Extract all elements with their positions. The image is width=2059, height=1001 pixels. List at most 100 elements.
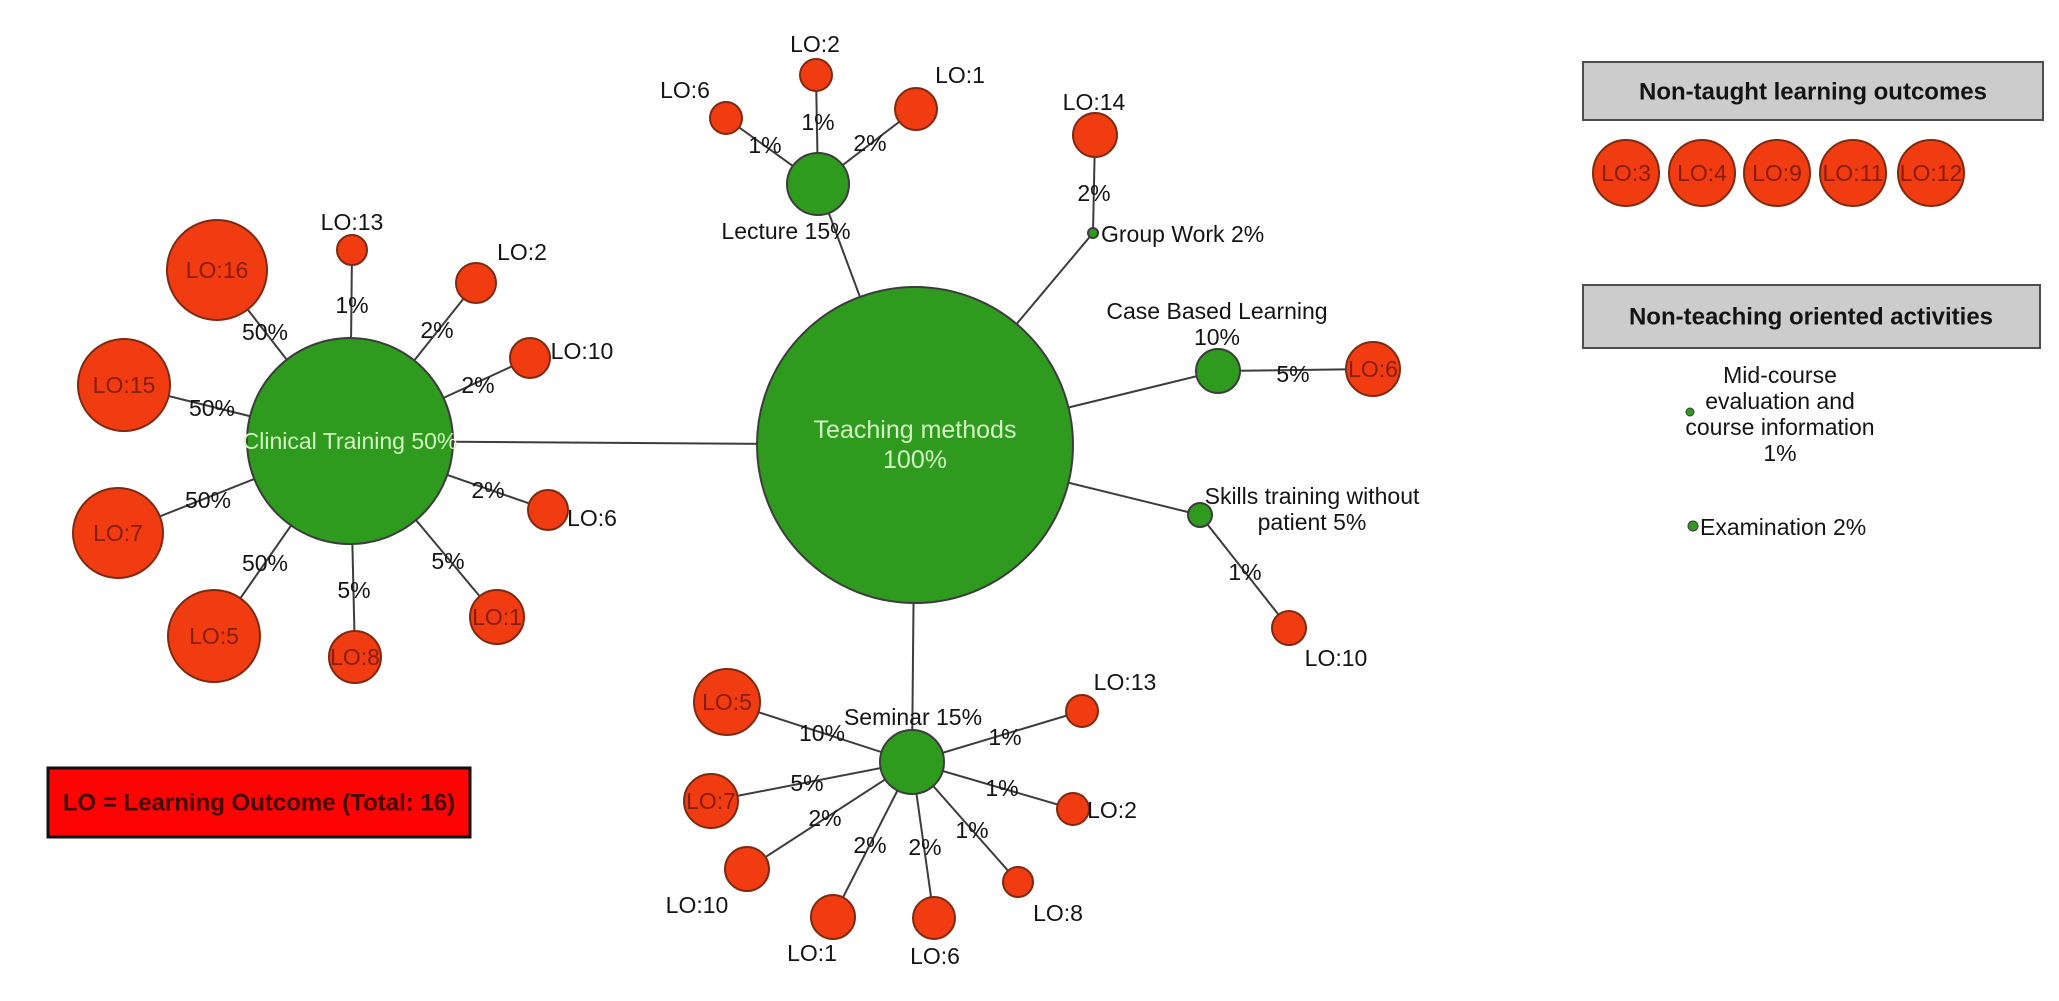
legend-lo-label: LO:12	[1900, 160, 1963, 186]
lo-node	[509, 337, 551, 379]
hub-node-clinical	[246, 337, 454, 545]
lo-node	[1056, 792, 1090, 826]
activity-label: Examination 2%	[1700, 514, 1866, 540]
lo-node	[336, 234, 368, 266]
lo-node	[1271, 610, 1307, 646]
hub-label-teaching: Teaching methods	[814, 416, 1017, 444]
lo-node	[810, 894, 856, 940]
edge-line	[710, 761, 913, 802]
legend-lo-circle	[1743, 139, 1811, 207]
lo-node	[912, 896, 956, 940]
edge-percentage-label: 1%	[988, 724, 1021, 750]
edge-percentage-label: 10%	[799, 720, 845, 746]
lo-node-label: LO:10	[551, 338, 614, 364]
edge-percentage-label: 50%	[242, 319, 288, 345]
activity-label: Mid-course	[1723, 362, 1837, 388]
lo-node-label: LO:1	[472, 604, 522, 630]
lo-node-label: LO:6	[910, 943, 960, 969]
lo-node-label: LO:6	[567, 505, 617, 531]
lo-node-label: LO:8	[1033, 900, 1083, 926]
activity-label: course information	[1685, 414, 1874, 440]
edge-percentage-label: 1%	[955, 817, 988, 843]
lo-node	[328, 630, 382, 684]
lo-node-label: LO:5	[189, 623, 239, 649]
legend-lo-circle	[1592, 139, 1660, 207]
edge-percentage-label: 5%	[1276, 361, 1309, 387]
lo-node-label: LO:10	[666, 892, 729, 918]
hub-label-skills: patient 5%	[1258, 509, 1367, 535]
lo-node-label: LO:2	[1087, 797, 1137, 823]
lo-node-label: LO:16	[186, 257, 249, 283]
lo-node	[1002, 866, 1034, 898]
lo-node-label: LO:13	[1094, 669, 1157, 695]
edge-percentage-label: 1%	[801, 109, 834, 135]
edge-percentage-label: 2%	[853, 832, 886, 858]
legend-lo-label: LO:9	[1752, 160, 1802, 186]
legend-non-taught-title: Non-taught learning outcomes	[1639, 79, 1987, 106]
lo-node	[724, 846, 770, 892]
hub-node-lecture	[786, 152, 850, 216]
edge-percentage-label: 50%	[189, 395, 235, 421]
edge-percentage-label: 2%	[1077, 180, 1110, 206]
lo-definition-box: LO = Learning Outcome (Total: 16)	[46, 766, 472, 839]
legend-non-teaching: Non-teaching oriented activities Mid-cou…	[1582, 284, 2041, 540]
lo-node-label: LO:7	[93, 520, 143, 546]
lo-node	[527, 489, 569, 531]
lo-node	[455, 262, 497, 304]
lo-node	[469, 589, 525, 645]
edge-percentage-label: 5%	[790, 770, 823, 796]
hub-label-teaching: 100%	[883, 446, 947, 474]
lo-node-label: LO:14	[1063, 89, 1126, 115]
lo-node	[167, 589, 261, 683]
legend-lo-circle	[1897, 139, 1965, 207]
edge-percentage-label: 2%	[853, 130, 886, 156]
lo-node-label: LO:10	[1305, 645, 1368, 671]
legend-non-teaching-title: Non-teaching oriented activities	[1629, 304, 1993, 331]
legend-non-taught: Non-taught learning outcomes LO:3 LO:4 LO:…	[1582, 61, 2044, 207]
legend-lo-circle	[1668, 139, 1736, 207]
activity-label: 1%	[1763, 440, 1796, 466]
lo-node-label: LO:2	[790, 31, 840, 57]
lo-node	[166, 219, 268, 321]
lo-node	[693, 668, 761, 736]
lo-node-label: LO:2	[497, 239, 547, 265]
legend-non-taught-circles: LO:3 LO:4 LO:9 LO:11 LO:12	[1592, 139, 1965, 207]
lo-node-label: LO:8	[330, 644, 380, 670]
lo-node	[1072, 112, 1118, 158]
edge-percentage-label: 1%	[335, 292, 368, 318]
hub-label-seminar: Seminar 15%	[844, 704, 982, 730]
hub-label-cbl: Case Based Learning	[1106, 298, 1327, 324]
lo-node-label: LO:7	[686, 788, 736, 814]
lo-node	[72, 487, 164, 579]
edge-percentage-label: 2%	[808, 805, 841, 831]
edge-percentage-label: 5%	[337, 577, 370, 603]
lo-node-label: LO:5	[702, 689, 752, 715]
hub-label-cbl: 10%	[1194, 324, 1240, 350]
hub-label-lecture: Lecture 15%	[721, 218, 850, 244]
legend-non-taught-header-box	[1582, 61, 2044, 121]
hub-node-groupwork	[1087, 227, 1099, 239]
edge-percentage-label: 5%	[431, 548, 464, 574]
legend-lo-label: LO:4	[1677, 160, 1727, 186]
lo-node-label: LO:1	[935, 62, 985, 88]
edge-percentage-label: 1%	[1228, 559, 1261, 585]
edge-percentage-label: 2%	[471, 477, 504, 503]
legend-lo-circle	[1819, 139, 1887, 207]
hub-label-clinical: Clinical Training 50%	[243, 428, 458, 454]
hub-node-teaching	[756, 286, 1074, 604]
hub-label-skills: Skills training without	[1205, 483, 1420, 509]
hub-node-skills	[1187, 502, 1213, 528]
activity-dot	[1687, 520, 1699, 532]
lo-definition-text: LO = Learning Outcome (Total: 16)	[63, 790, 455, 817]
activity-label: evaluation and	[1705, 388, 1855, 414]
lo-node-label: LO:1	[787, 940, 837, 966]
lo-node	[1065, 694, 1099, 728]
lo-node-label: LO:6	[1348, 356, 1398, 382]
edge-percentage-label: 2%	[420, 317, 453, 343]
nodes-layer	[72, 58, 1401, 940]
activity-dot	[1685, 407, 1695, 417]
lo-node-label: LO:13	[321, 209, 384, 235]
lo-node	[683, 773, 739, 829]
